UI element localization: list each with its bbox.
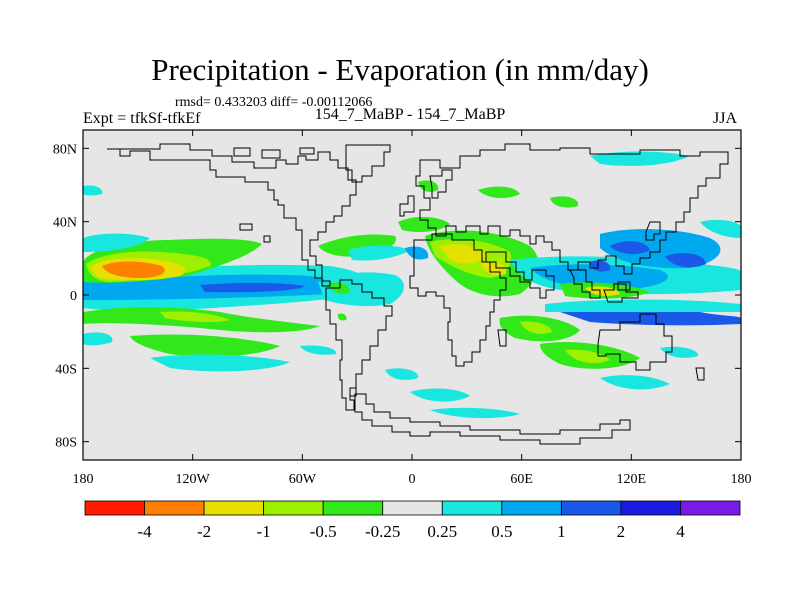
- coast-antarctica: [354, 393, 631, 445]
- contour-sindian-yellowgreen: [565, 349, 610, 364]
- colorbar-swatch-3: [263, 500, 324, 516]
- colorbar-label-1: -2: [197, 522, 211, 541]
- map-title: Precipitation - Evaporation (in mm/day): [151, 52, 649, 87]
- lon-tick-label-2: 60W: [289, 472, 317, 487]
- map-panel: [82, 129, 742, 461]
- coast-arctic-islands: [233, 147, 315, 159]
- colorbar-label-3: -0.5: [310, 522, 337, 541]
- contour-asia-cyan: [590, 151, 690, 166]
- colorbar: -4 -2 -1 -0.5 -0.25 0.25 0.5 1 2 4: [84, 500, 741, 541]
- colorbar-swatch-8: [560, 500, 622, 516]
- colorbar-label-8: 2: [617, 522, 626, 541]
- colorbar-swatch-2: [203, 500, 265, 516]
- colorbar-label-5: 0.25: [427, 522, 457, 541]
- contour-pacific-itcz-darkblue: [200, 282, 305, 293]
- colorbar-label-0: -4: [137, 522, 152, 541]
- coast-greenland: [345, 144, 391, 183]
- contour-spacific-cyan: [83, 332, 113, 346]
- contour-npacific-cyan: [83, 233, 150, 252]
- experiment-label: Expt = tfkSf-tfkEf: [83, 110, 201, 127]
- contour-satlantic-cyan: [385, 368, 419, 380]
- colorbar-label-9: 4: [676, 522, 685, 541]
- contour-spacific-cyan2: [150, 354, 290, 372]
- lon-tick-label-0: 180: [73, 472, 94, 487]
- colorbar-swatch-4: [322, 500, 384, 516]
- contour-sindian-cyan: [600, 375, 670, 390]
- coast-japan: [645, 221, 661, 241]
- colorbar-swatch-10: [680, 500, 741, 516]
- coast-madagascar: [497, 329, 507, 347]
- coast-uk: [399, 195, 415, 217]
- colorbar-label-7: 1: [557, 522, 566, 541]
- contour-natlantic-cyan: [348, 245, 410, 261]
- coast-antarctic-peninsula: [349, 387, 357, 397]
- coast-southeast-asia: [569, 269, 601, 299]
- lat-tick-label-3: 40S: [55, 362, 77, 377]
- lon-tick-label-1: 120W: [176, 472, 211, 487]
- season-label: JJA: [713, 110, 738, 127]
- colorbar-swatch-6: [441, 500, 503, 516]
- axis-ticks: 80N 40N 0 40S 80S 180 120W 60W 0 60E 120E 180: [53, 130, 752, 487]
- contour-npacific-west-cyan: [700, 219, 741, 238]
- contour-arctic-cyan: [83, 185, 103, 196]
- colorbar-label-4: -0.25: [365, 522, 400, 541]
- colorbar-swatch-1: [144, 500, 205, 516]
- coast-eurasia: [415, 143, 729, 275]
- colorbar-swatch-5: [382, 500, 443, 516]
- coast-north-america: [107, 143, 357, 287]
- lat-tick-label-1: 40N: [53, 216, 77, 231]
- lon-tick-label-3: 0: [409, 472, 416, 487]
- contour-npacific-orange: [102, 261, 165, 278]
- lon-tick-label-6: 180: [731, 472, 752, 487]
- contour-satlantic-cyan2: [410, 388, 470, 402]
- colorbar-swatch-7: [501, 500, 562, 516]
- lon-tick-label-5: 120E: [617, 472, 647, 487]
- lat-tick-label-4: 80S: [55, 436, 77, 451]
- contour-westpac-darkblue2: [665, 253, 706, 268]
- contour-satlantic-cyan3: [430, 407, 520, 419]
- contour-sindian-cyanband: [545, 299, 741, 312]
- coast-borneo: [617, 281, 631, 291]
- coast-arabia-india: [485, 251, 555, 299]
- contour-samerica-green: [337, 313, 347, 321]
- lat-tick-label-0: 80N: [53, 142, 77, 157]
- contour-atlantic-cyan: [318, 272, 405, 307]
- runs-label: 154_7_MaBP - 154_7_MaBP: [314, 106, 506, 123]
- coast-scandinavia: [429, 169, 453, 199]
- stats-text: rmsd= 0.433203 diff= -0.00112066: [175, 95, 373, 110]
- contour-siberia-green: [478, 186, 520, 199]
- coast-new-zealand: [695, 367, 705, 381]
- colorbar-swatch-9: [620, 500, 681, 516]
- colorbar-swatch-0: [84, 500, 145, 516]
- contour-europe-green: [398, 216, 450, 232]
- lon-tick-label-4: 60E: [510, 472, 533, 487]
- contour-indian-yellow: [585, 286, 620, 296]
- coastlines: [107, 143, 729, 445]
- contour-siberia-green2: [550, 196, 579, 208]
- contour-safrica-yellowgreen: [520, 321, 552, 334]
- lat-tick-label-2: 0: [70, 289, 77, 304]
- coast-indonesia: [603, 283, 639, 303]
- coast-africa: [409, 233, 507, 367]
- contour-westpac-darkblue3: [590, 260, 611, 272]
- contour-spacific-yellowgreen: [160, 311, 230, 323]
- contour-natlantic-blue: [405, 246, 429, 260]
- colorbar-label-2: -1: [257, 522, 271, 541]
- colorbar-label-6: 0.5: [491, 522, 512, 541]
- contour-sindian-cyan2: [660, 346, 699, 358]
- coast-hawaii-aleutian: [239, 223, 271, 243]
- contour-westpac-darkblue: [610, 241, 650, 255]
- coast-australia: [597, 313, 673, 371]
- coast-south-america: [325, 279, 393, 411]
- contour-europe-green2: [418, 180, 439, 192]
- contour-spacific-cyan3: [300, 345, 337, 355]
- contour-spacific-green2: [130, 334, 280, 357]
